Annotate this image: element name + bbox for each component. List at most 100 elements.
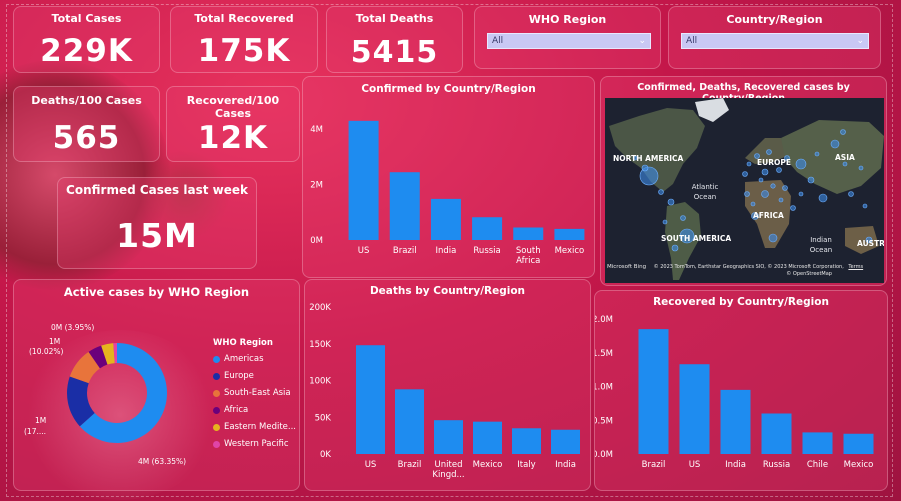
legend-title: WHO Region [213, 338, 273, 348]
x-tick-label: South [516, 246, 541, 256]
bar [554, 228, 585, 240]
kpi-value: 5415 [350, 35, 439, 70]
bar [473, 421, 502, 454]
donut-label-left-b: (10.02%) [29, 347, 64, 356]
legend-swatch [213, 355, 220, 363]
donut-legend: WHO Region Americas Europe South-East Asia… [213, 338, 296, 456]
y-tick-label: 150K [309, 340, 331, 350]
legend-item[interactable]: Europe [213, 371, 296, 381]
recovered-chart-card: Recovered by Country/Region 0.0M 0.5M 1.0M… [594, 290, 888, 491]
legend-item[interactable]: Africa [213, 405, 296, 415]
bar [761, 413, 792, 454]
y-tick-label: 4M [310, 125, 323, 135]
kpi-title: Deaths/100 Cases [31, 94, 142, 107]
donut-label-lower-b: (17.... [24, 427, 47, 436]
x-tick-label: Africa [516, 256, 540, 266]
map-terms-link[interactable]: Terms [848, 264, 864, 270]
bar [356, 345, 385, 454]
legend-item[interactable]: Western Pacific [213, 439, 296, 449]
chart-title: Deaths by Country/Region [369, 285, 526, 297]
x-tick-label: India [725, 460, 746, 470]
x-tick-label: India [555, 460, 576, 470]
kpi-title: Confirmed Cases last week [66, 183, 248, 197]
y-tick-label: 2M [310, 180, 323, 190]
y-tick-label: 50K [315, 413, 332, 423]
x-tick-label: Kingd... [432, 470, 464, 480]
legend-swatch [213, 406, 220, 414]
map-osm-credit: © OpenStreetMap [786, 270, 832, 277]
confirmed-chart-card: Confirmed by Country/Region 0M 2M 4M US Braz… [302, 76, 595, 278]
y-tick-label: 2.0M [595, 315, 613, 325]
donut-label-lower-a: 1M [35, 416, 47, 425]
chart-title: Active cases by WHO Region [63, 285, 250, 299]
recovered-bar-chart: 0.0M 0.5M 1.0M 1.5M 2.0M Brazil US India Russia C… [595, 315, 874, 470]
bar [348, 120, 379, 240]
x-tick-label: Mexico [844, 460, 874, 470]
map-label-asia: ASIA [835, 153, 855, 162]
kpi-deaths-per-100: Deaths/100 Cases 565 [13, 86, 160, 162]
x-tick-label: Brazil [393, 246, 417, 256]
legend-label: Western Pacific [224, 439, 289, 449]
legend-item[interactable]: Eastern Medite... [213, 422, 296, 432]
slicer-who-region: WHO Region All ⌄ [474, 6, 661, 69]
x-tick-label: Mexico [473, 460, 503, 470]
map-label-north-america: NORTH AMERICA [613, 154, 684, 163]
x-tick-label: Russia [763, 460, 790, 470]
legend-label: South-East Asia [224, 388, 291, 398]
bar [513, 227, 544, 240]
who-region-dropdown[interactable]: All ⌄ [487, 33, 651, 49]
world-map[interactable]: NORTH AMERICA EUROPE ASIA Atlantic Ocean… [605, 98, 884, 283]
y-tick-label: 0.5M [595, 416, 613, 426]
country-region-dropdown[interactable]: All ⌄ [681, 33, 869, 49]
legend-swatch [213, 372, 220, 380]
map-canvas [609, 98, 884, 280]
y-tick-label: 0M [310, 236, 323, 246]
legend-swatch [213, 423, 220, 431]
x-tick-label: US [365, 460, 377, 470]
bar [472, 217, 503, 240]
x-tick-label: Russia [473, 246, 500, 256]
bar [843, 433, 874, 454]
x-tick-label: Chile [807, 460, 828, 470]
legend-label: Africa [224, 405, 249, 415]
y-tick-label: 100K [309, 377, 331, 387]
legend-label: Europe [224, 371, 254, 381]
active-who-donut [67, 343, 168, 443]
donut-slice [101, 343, 115, 365]
x-tick-label: India [435, 246, 456, 256]
map-label-europe: EUROPE [757, 158, 791, 167]
legend-swatch [213, 440, 220, 448]
chevron-down-icon: ⌄ [856, 36, 864, 46]
map-card: Confirmed, Deaths, Recovered cases by Co… [600, 76, 887, 286]
x-tick-label: Mexico [555, 246, 585, 256]
kpi-title: Total Recovered [194, 12, 294, 25]
donut-label-top: 0M (3.95%) [51, 323, 95, 332]
map-label-south-america: SOUTH AMERICA [661, 234, 732, 243]
x-tick-label: Brazil [398, 460, 422, 470]
legend-item[interactable]: Americas [213, 354, 296, 364]
kpi-total-deaths: Total Deaths 5415 [326, 6, 463, 73]
bar [551, 429, 580, 454]
bar [430, 198, 461, 240]
y-tick-label: 0K [320, 450, 331, 460]
bar [638, 329, 669, 454]
deaths-chart-card: Deaths by Country/Region 0K 50K 100K 150K 20… [304, 279, 591, 491]
bar [434, 420, 463, 454]
bar [395, 389, 424, 454]
x-tick-label: US [358, 246, 370, 256]
x-tick-label: US [689, 460, 701, 470]
map-bubbles [632, 129, 873, 252]
slicer-title: Country/Region [726, 13, 823, 26]
map-label-atlantic: Atlantic Ocean [691, 183, 719, 201]
bar [802, 432, 833, 454]
legend-label: Americas [224, 354, 264, 364]
bar [679, 364, 710, 454]
legend-item[interactable]: South-East Asia [213, 388, 296, 398]
map-attribution: Microsoft Bing © 2023 TomTom, Earthstar … [607, 264, 882, 277]
y-tick-label: 1.5M [595, 349, 613, 359]
kpi-title: Total Deaths [355, 12, 434, 25]
kpi-confirmed-last-week: Confirmed Cases last week 15M [57, 177, 257, 269]
kpi-title: Total Cases [51, 12, 122, 25]
